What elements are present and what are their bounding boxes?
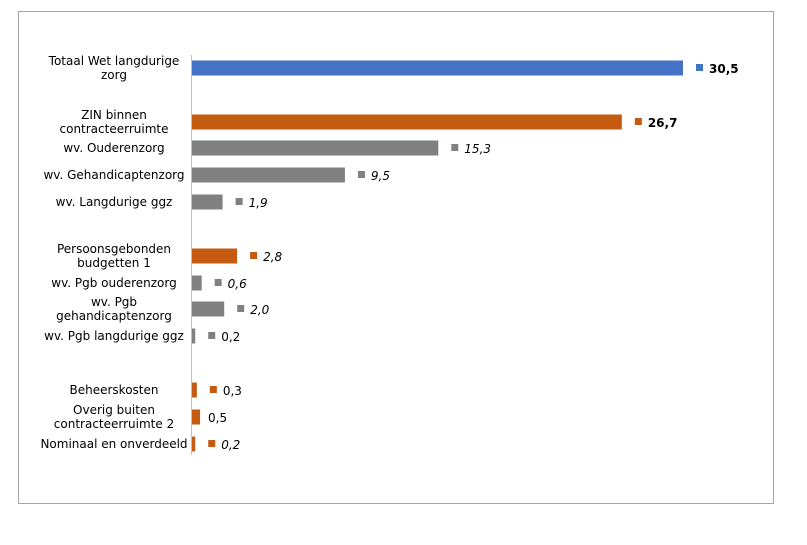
bar <box>192 328 196 344</box>
value-marker <box>250 252 258 259</box>
value-marker <box>634 118 642 125</box>
value-marker <box>208 440 216 447</box>
bar <box>192 436 196 452</box>
category-label: wv. Langdurige ggz <box>56 195 173 209</box>
value-label: 0,5 <box>208 411 227 425</box>
value-marker <box>209 386 217 393</box>
bar <box>192 114 622 130</box>
category-label: wv. Pgb langdurige ggz <box>44 329 184 343</box>
value-marker <box>235 198 243 205</box>
value-label: 0,6 <box>228 277 247 291</box>
category-label: Overig buiten contracteerruimte 2 <box>54 403 174 431</box>
category-label: wv. Ouderenzorg <box>63 141 164 155</box>
category-label: Persoonsgebonden budgetten 1 <box>57 242 171 270</box>
category-label: ZIN binnen contracteerruimte <box>60 108 169 136</box>
bar <box>192 275 202 291</box>
bar <box>192 140 439 156</box>
value-label: 0,2 <box>221 438 240 452</box>
value-marker <box>208 332 216 339</box>
value-label: 0,2 <box>221 330 240 344</box>
bar <box>192 382 197 398</box>
value-marker <box>214 279 222 286</box>
value-label: 15,3 <box>464 142 491 156</box>
bar <box>192 167 345 183</box>
value-marker <box>237 305 245 312</box>
category-label: wv. Pgb ouderenzorg <box>51 276 176 290</box>
value-label: 2,0 <box>250 303 269 317</box>
category-label: Nominaal en onverdeeld <box>40 437 187 451</box>
value-marker <box>696 64 703 71</box>
bar <box>192 301 225 317</box>
value-label: 1,9 <box>249 196 268 210</box>
value-label: 0,3 <box>223 384 242 398</box>
value-label: 2,8 <box>263 250 282 264</box>
value-label: 30,5 <box>709 62 739 76</box>
bar <box>192 194 223 210</box>
chart-area <box>18 11 774 504</box>
category-label: Totaal Wet langdurige zorg <box>48 54 180 82</box>
category-label: wv. Pgb gehandicaptenzorg <box>56 295 172 323</box>
value-label: 9,5 <box>371 169 390 183</box>
value-marker <box>357 171 365 178</box>
bar <box>192 248 238 264</box>
bar <box>192 409 201 425</box>
category-label: Beheerskosten <box>70 383 159 397</box>
category-label: wv. Gehandicaptenzorg <box>43 168 184 182</box>
bar <box>192 60 683 76</box>
value-marker <box>451 144 459 151</box>
value-label: 26,7 <box>648 116 678 130</box>
